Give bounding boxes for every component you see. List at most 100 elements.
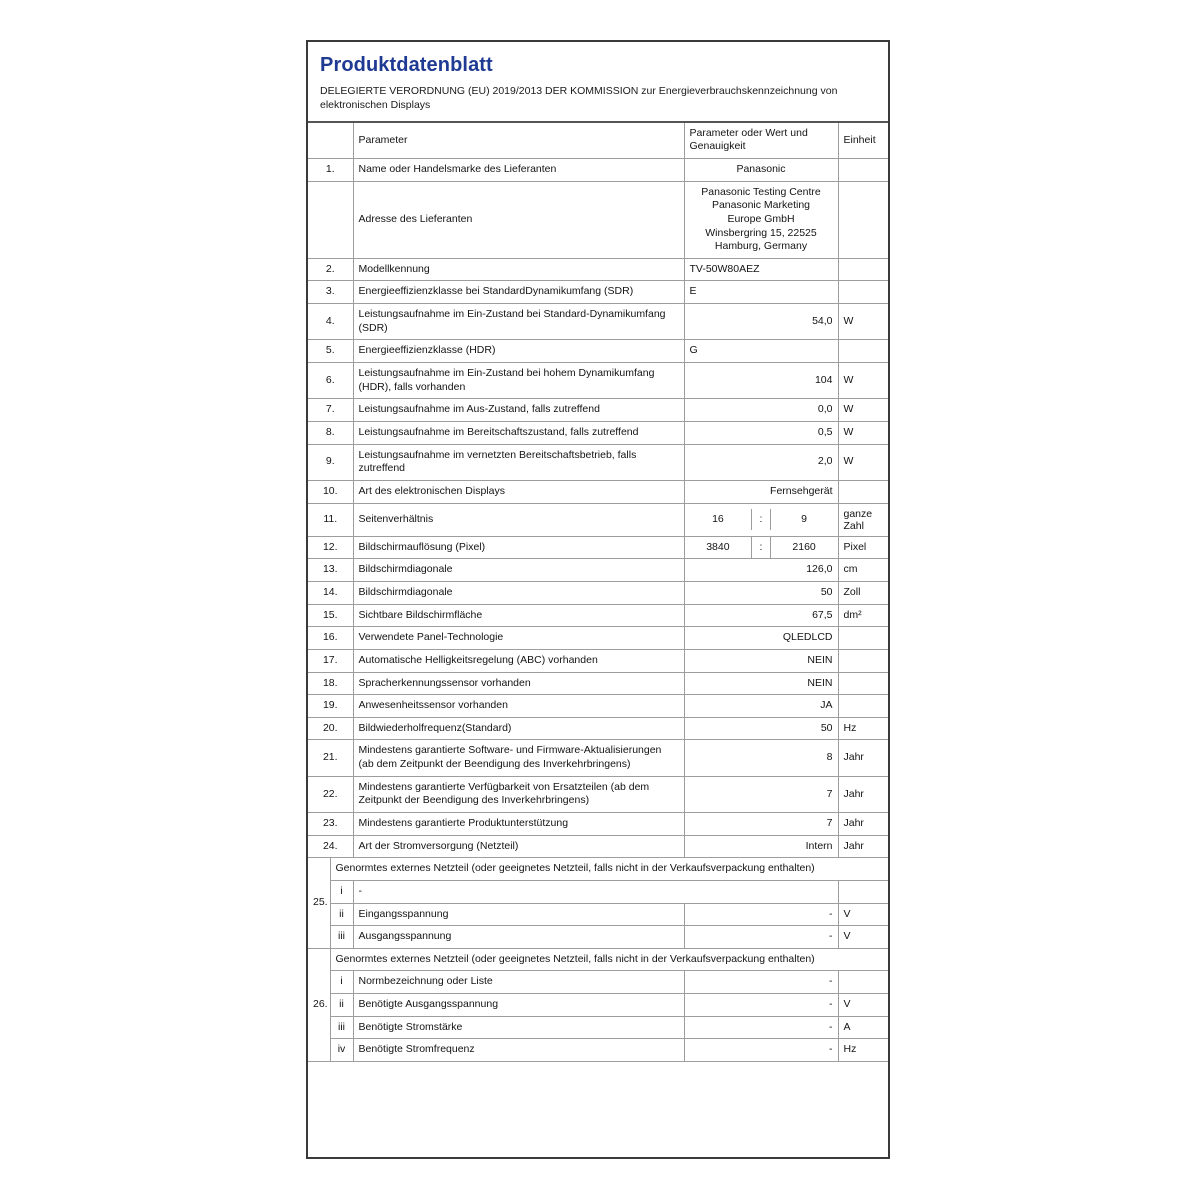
table-row: 17. Automatische Helligkeitsregelung (ABC… [308,648,888,673]
row-number: 26. [308,947,331,1063]
psu-sub-unit: V [838,902,888,927]
row-unit: W [838,398,888,422]
psu-sub-label: Eingangsspannung [353,902,685,927]
header-value: Parameter oder Wert und Genauigkeit [684,120,839,159]
psu-sub-unit [838,970,888,995]
row-parameter-label: Name oder Handelsmarke des Lieferanten [353,158,685,182]
table-row-ratio: 12. Bildschirmauflösung (Pixel) 3840: 2160 P… [308,535,888,560]
table-header-row: Parameter Parameter oder Wert und Genaui… [308,120,888,159]
row-value: 50 [684,580,839,605]
row-number: 8. [308,420,354,445]
table-row: 24. Art der Stromversorgung (Netzteil) Int… [308,834,888,859]
table-row-ratio: 11. Seitenverhältnis 16: 9 ganze Zahl [308,502,888,537]
row-number: 4. [308,303,354,341]
psu-sub-value: - [684,1038,839,1063]
row-number: 23. [308,811,354,836]
row-unit: Jahr [838,811,888,836]
row-unit [838,280,888,305]
table-row: 21. Mindestens garantierte Software- und … [308,739,888,777]
psu-block-heading: Genormtes externes Netzteil (oder geeign… [330,947,888,972]
table-row: 14. Bildschirmdiagonale 50 Zoll [308,580,888,605]
header-unit: Einheit [838,120,888,159]
psu-sub-label: Benötigte Ausgangsspannung [353,993,685,1017]
row-parameter-label: Bildschirmauflösung (Pixel) [353,535,685,560]
row-unit [838,339,888,364]
row-value: 7 [684,811,839,836]
row-value: Fernsehgerät [684,479,839,504]
psu-sub-label: Benötigte Stromstärke [353,1015,685,1040]
row-value: 126,0 [684,558,839,582]
row-number: 10. [308,479,354,504]
psu-sub-numeral: iv [330,1038,354,1063]
table-row: 9. Leistungsaufnahme im vernetzten Bereit… [308,443,888,481]
row-parameter-label: Bildschirmdiagonale [353,558,685,582]
row-number: 9. [308,443,354,481]
table-row: 13. Bildschirmdiagonale 126,0 cm [308,558,888,582]
row-ratio-values: 3840: 2160 [684,535,839,560]
row-number: 12. [308,535,354,560]
row-number: 5. [308,339,354,364]
row-number: 24. [308,834,354,859]
page-title: Produktdatenblatt [320,54,493,76]
row-parameter-label: Bildwiederholfrequenz(Standard) [353,716,685,741]
row-value: Panasonic Testing Centre Panasonic Market… [684,180,839,259]
row-parameter-label: Leistungsaufnahme im Aus-Zustand, falls … [353,398,685,422]
table-row: 7. Leistungsaufnahme im Aus-Zustand, fall… [308,398,888,422]
row-value: Intern [684,834,839,859]
row-parameter-label: Spracherkennungssensor vorhanden [353,671,685,696]
psu-sub-row: ii Benötigte Ausgangsspannung - V [308,993,888,1017]
ratio-separator: : [751,508,771,531]
row-value: 67,5 [684,603,839,628]
table-row: 16. Verwendete Panel-Technologie QLEDLCD [308,626,888,650]
psu-sub-numeral: ii [330,902,354,927]
ratio-subrow: 16: 9 [685,508,838,531]
table-row: 2. Modellkennung TV-50W80AEZ [308,257,888,282]
row-number: 16. [308,626,354,650]
row-number: 18. [308,671,354,696]
row-value: 8 [684,739,839,777]
row-value: 50 [684,716,839,741]
row-value: JA [684,694,839,718]
row-parameter-label: Leistungsaufnahme im vernetzten Bereitsc… [353,443,685,481]
row-unit: W [838,362,888,400]
regulation-subtitle: DELEGIERTE VERORDNUNG (EU) 2019/2013 DER… [320,85,838,111]
ratio-subtable: 3840: 2160 [685,536,838,559]
row-parameter-label: Anwesenheitssensor vorhanden [353,694,685,718]
row-number: 14. [308,580,354,605]
psu-sub-unit: Hz [838,1038,888,1063]
row-parameter-label: Art des elektronischen Displays [353,479,685,504]
row-value: E [684,280,839,305]
row-unit: Jahr [838,739,888,777]
psu-sub-label: Benötigte Stromfrequenz [353,1038,685,1063]
product-datasheet: Produktdatenblatt DELEGIERTE VERORDNUNG … [306,40,890,1159]
row-parameter-label: Energieeffizienzklasse (HDR) [353,339,685,364]
ratio-value-first: 3840 [706,540,730,553]
row-unit [838,648,888,673]
row-parameter-label: Seitenverhältnis [353,502,685,537]
psu-sub-value: - [684,993,839,1017]
table-row: 23. Mindestens garantierte Produktunterst… [308,811,888,836]
ratio-subtable: 16: 9 [685,508,838,531]
ratio-subrow: 3840: 2160 [685,536,838,559]
row-unit [838,180,888,259]
psu-sub-label: - [353,879,839,904]
psu-sub-label: Ausgangsspannung [353,925,685,949]
table-row: 1. Name oder Handelsmarke des Lieferanten… [308,158,888,182]
row-number: 17. [308,648,354,673]
row-parameter-label: Mindestens garantierte Verfügbarkeit von… [353,775,685,813]
psu-sub-numeral: i [330,970,354,995]
row-value: G [684,339,839,364]
row-unit: cm [838,558,888,582]
row-value: 0,5 [684,420,839,445]
row-value: 104 [684,362,839,400]
row-parameter-label: Bildschirmdiagonale [353,580,685,605]
psu-sub-value: - [684,902,839,927]
table-row: 3. Energieeffizienzklasse bei StandardDyn… [308,280,888,305]
table-row: 5. Energieeffizienzklasse (HDR) G [308,339,888,364]
row-value: NEIN [684,671,839,696]
table-row: 6. Leistungsaufnahme im Ein-Zustand bei h… [308,362,888,400]
row-number: 19. [308,694,354,718]
row-unit [838,158,888,182]
row-unit: Jahr [838,775,888,813]
